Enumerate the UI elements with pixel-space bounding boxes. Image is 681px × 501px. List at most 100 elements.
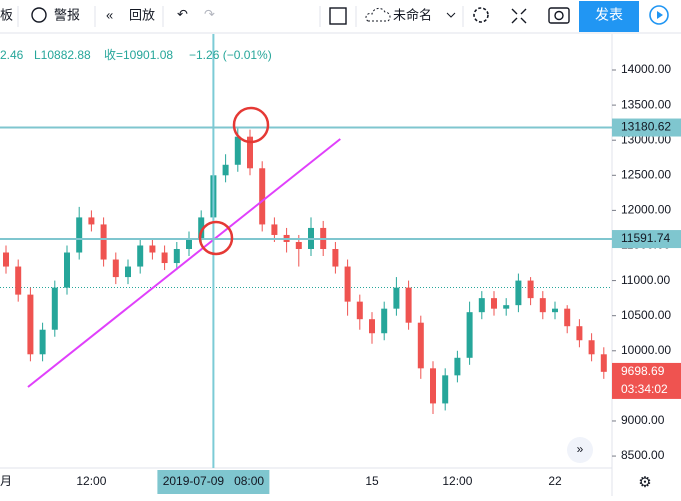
candle-body (112, 259, 119, 278)
crosshair-label: 2019-07-09 08:00 (163, 474, 265, 488)
candle-body (356, 301, 363, 320)
fullscreen-icon[interactable] (511, 8, 527, 24)
y-tick-label: 9000.00 (621, 413, 665, 427)
publish-button[interactable] (579, 1, 639, 32)
candle-body (149, 245, 156, 253)
scroll-icon: » (577, 442, 584, 456)
legend-high: 2.46 (0, 48, 24, 62)
y-tick-label: 12500.00 (621, 167, 671, 181)
play-icon (657, 11, 663, 19)
candle-body (393, 287, 400, 309)
candle-body (173, 248, 180, 264)
candle-body (161, 252, 168, 264)
redo[interactable]: ↷ (204, 6, 215, 21)
candle-body (527, 280, 534, 299)
snapshot-lens (554, 10, 564, 21)
layout-icon[interactable] (329, 7, 347, 25)
candle-body (271, 224, 278, 235)
candle-body (15, 266, 22, 295)
candle-body (100, 224, 107, 260)
y-tick-label: 14000.00 (621, 62, 671, 76)
x-tick-label: 15 (365, 474, 379, 488)
replay-button[interactable]: 回放 (129, 7, 155, 22)
alert-button[interactable]: 警报 (54, 7, 80, 22)
candle-body (332, 248, 339, 267)
x-tick-label: 月 (0, 474, 12, 488)
candle-body (539, 298, 546, 313)
candle-body (405, 287, 412, 323)
candle-body (259, 168, 266, 225)
candle-body (137, 245, 144, 267)
legend-close: 收=10901.08 (104, 48, 173, 62)
candle-body (600, 354, 607, 372)
candle-body (454, 357, 461, 376)
toolbar-cut: 板 (0, 7, 13, 22)
candle-body (198, 217, 205, 239)
trend-line (27, 138, 341, 388)
x-tick-label: 12:00 (76, 474, 106, 488)
y-tick-label: 13500.00 (621, 97, 671, 111)
candle-body (39, 329, 46, 355)
toolbar (0, 0, 681, 33)
highlight-circle (198, 220, 234, 256)
candle-body (552, 308, 558, 313)
level-label-box (612, 118, 681, 137)
candle-body (247, 136, 253, 169)
scroll-button[interactable] (567, 437, 593, 463)
candle-body (88, 217, 95, 225)
publish-label: 发表 (595, 7, 623, 23)
candle-body (3, 252, 9, 267)
candle-body (515, 280, 522, 306)
candle-body (51, 287, 58, 330)
candle-body (430, 368, 436, 404)
candle-body (369, 319, 375, 334)
candle-body (466, 312, 473, 358)
layout-name[interactable]: 未命名 (393, 7, 432, 22)
settings-gear[interactable]: ⚙ (638, 474, 651, 491)
undo[interactable]: ↶ (177, 6, 188, 21)
crosshair-label-box (157, 470, 270, 494)
last-price-label: 9698.69 (621, 364, 665, 378)
cloud-icon[interactable] (365, 7, 391, 22)
candle-body (76, 217, 83, 253)
candle-body (222, 164, 229, 176)
y-tick-label: 12000.00 (621, 203, 671, 217)
candle-body (442, 375, 449, 404)
candle-body (417, 322, 424, 369)
candle-body (186, 238, 192, 249)
snapshot-icon[interactable] (548, 7, 570, 24)
y-tick-label: 10500.00 (621, 308, 671, 322)
candle-body (64, 252, 70, 288)
candle-body (478, 298, 485, 313)
x-tick-label: 12:00 (442, 474, 472, 488)
candle-body (588, 340, 595, 355)
candle-body (27, 294, 34, 355)
countdown-label: 03:34:02 (621, 382, 668, 396)
chevron[interactable] (446, 12, 456, 18)
replay-icon[interactable]: « (106, 7, 113, 22)
candle-body (381, 308, 388, 334)
candle-body (503, 305, 510, 309)
y-tick-label: 11000.00 (621, 273, 670, 287)
candle-body (491, 298, 497, 309)
candle-body (564, 308, 571, 327)
legend-low: L10882.88 (34, 48, 91, 62)
highlight-circle (232, 106, 270, 144)
y-tick-label: 8500.00 (621, 448, 665, 462)
y-tick-label: 10000.00 (621, 343, 671, 357)
candle-body (234, 136, 241, 165)
last-price-box (612, 362, 681, 399)
settings-icon[interactable] (473, 7, 489, 23)
play-button[interactable] (649, 5, 669, 25)
candle-body (576, 326, 583, 341)
x-tick-label: 22 (548, 474, 562, 488)
level-label: 13180.62 (621, 120, 671, 134)
level-label: 11591.74 (621, 231, 670, 245)
level-label-box (612, 230, 681, 249)
alert-icon[interactable] (31, 7, 47, 23)
plot: 8500.009000.009500.0010000.0010500.00110… (0, 34, 681, 496)
legend-change: −1.26 (−0.01%) (189, 48, 272, 62)
candle-body (125, 266, 131, 278)
